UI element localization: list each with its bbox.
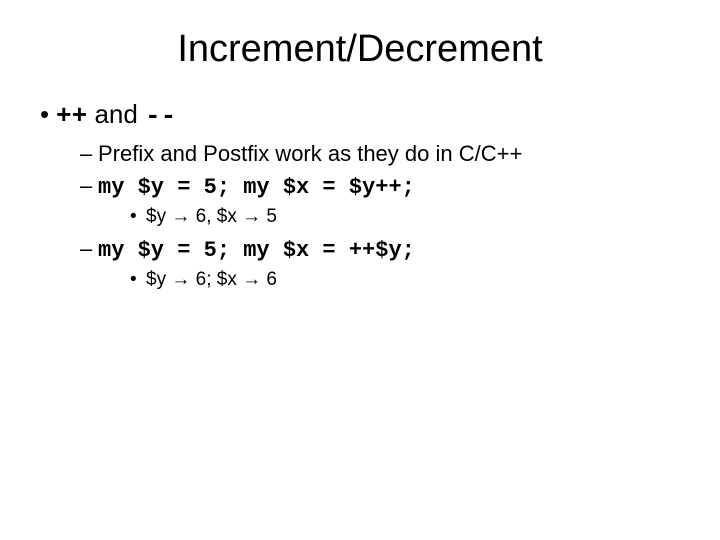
code-line: my $y = 5; my $x = $y++;	[98, 175, 415, 200]
text: $y	[146, 269, 171, 290]
text: Prefix and Postfix work as they do in C/…	[98, 141, 522, 166]
text: 6	[261, 269, 277, 290]
text: and	[87, 99, 145, 129]
bullet-level2-code: –my $y = 5; my $x = ++$y;	[80, 236, 690, 263]
slide-container: Increment/Decrement •++ and -- –Prefix a…	[0, 0, 720, 319]
bullet-level1: •++ and --	[40, 99, 690, 131]
bullet-level2: –Prefix and Postfix work as they do in C…	[80, 141, 690, 167]
arrow-icon: →	[242, 269, 261, 290]
text: 6; $x	[190, 269, 242, 290]
text: $y	[146, 206, 171, 227]
bullet-level2-code: –my $y = 5; my $x = $y++;	[80, 173, 690, 200]
text: 6, $x	[190, 206, 242, 227]
code-inline: ++	[56, 101, 87, 131]
bullet-marker: •	[40, 99, 56, 130]
bullet-level3: •$y → 6, $x → 5	[130, 206, 690, 228]
text: 5	[261, 206, 277, 227]
bullet-marker: •	[130, 206, 146, 228]
dash-marker: –	[80, 173, 98, 199]
bullet-marker: •	[130, 269, 146, 291]
code-line: my $y = 5; my $x = ++$y;	[98, 238, 415, 263]
dash-marker: –	[80, 236, 98, 262]
arrow-icon: →	[171, 206, 190, 227]
slide-title: Increment/Decrement	[30, 28, 690, 71]
dash-marker: –	[80, 141, 98, 167]
code-inline: --	[145, 101, 176, 131]
arrow-icon: →	[171, 269, 190, 290]
arrow-icon: →	[242, 206, 261, 227]
bullet-level3: •$y → 6; $x → 6	[130, 269, 690, 291]
